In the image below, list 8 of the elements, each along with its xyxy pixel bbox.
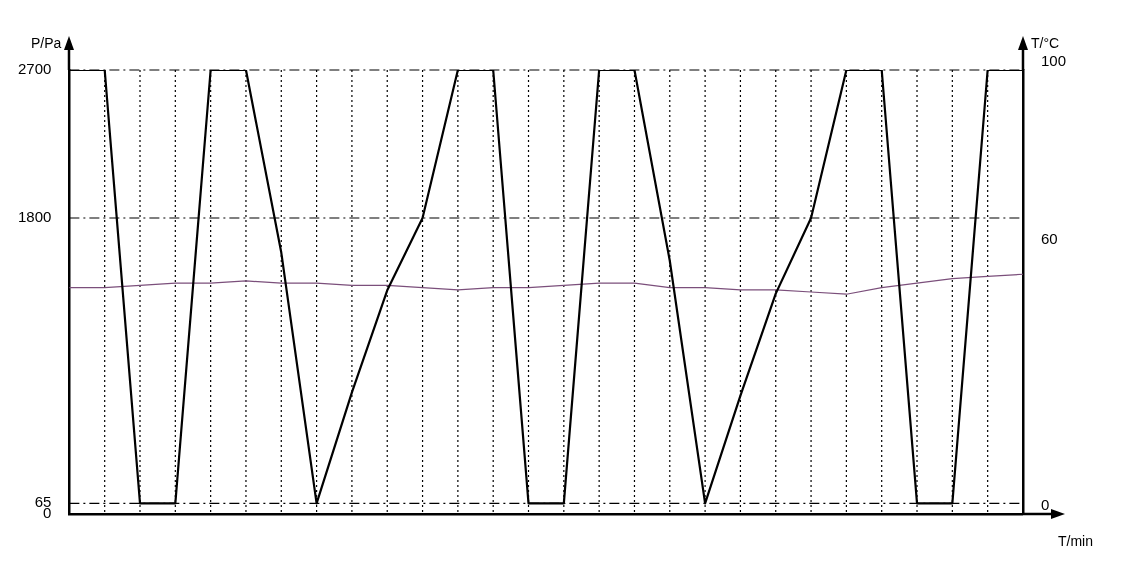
y2-tick-label: 0 <box>1040 496 1050 514</box>
y2-tick-label: 60 <box>1040 229 1058 247</box>
y-axis-title: P/Pa <box>31 34 62 51</box>
y2-tick-label: 100 <box>1040 52 1066 70</box>
x-axis-title: T/min <box>1057 532 1093 549</box>
y-tick-label: 2700 <box>17 60 52 78</box>
y-tick-label: 1800 <box>17 208 52 226</box>
y2-axis-title: T/°C <box>1030 34 1060 51</box>
